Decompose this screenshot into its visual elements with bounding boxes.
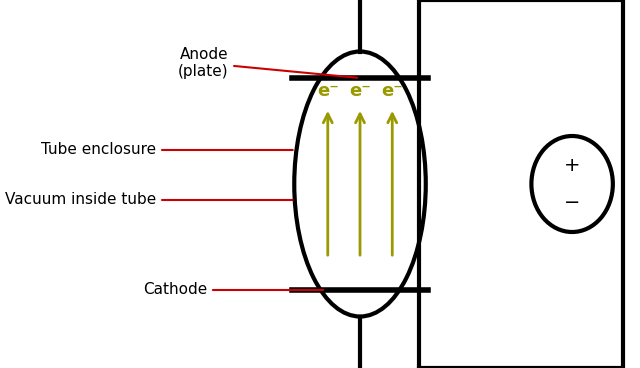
- Text: Cathode: Cathode: [143, 283, 323, 297]
- Text: e⁻: e⁻: [317, 82, 339, 100]
- Text: e⁻: e⁻: [381, 82, 403, 100]
- Text: −: −: [564, 193, 580, 212]
- Text: Tube enclosure: Tube enclosure: [41, 142, 292, 158]
- Text: e⁻: e⁻: [349, 82, 371, 100]
- Circle shape: [531, 136, 613, 232]
- Text: Vacuum inside tube: Vacuum inside tube: [5, 192, 292, 208]
- Text: Anode
(plate): Anode (plate): [178, 47, 357, 79]
- Text: +: +: [564, 156, 580, 175]
